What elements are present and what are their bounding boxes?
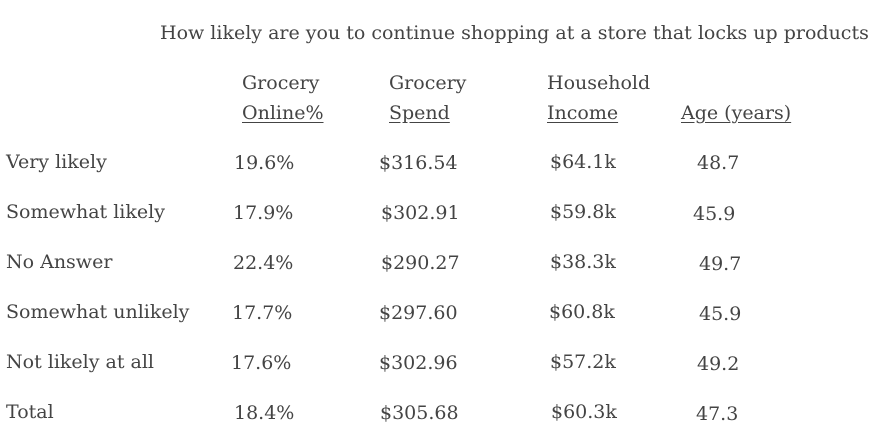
table-cell: $59.8k xyxy=(550,201,616,223)
row-label: Not likely at all xyxy=(6,351,154,373)
table-cell: 47.3 xyxy=(696,403,739,425)
row-label: Somewhat unlikely xyxy=(6,301,190,323)
table-cell: 19.6% xyxy=(234,152,295,174)
column-header-line1: Grocery xyxy=(389,72,467,94)
table-cell: 17.7% xyxy=(232,302,293,324)
table-cell: $305.68 xyxy=(380,402,459,424)
table-cell: 49.7 xyxy=(699,253,742,275)
column-header-grocery-online: Grocery Online% xyxy=(242,68,324,128)
row-label: Somewhat likely xyxy=(6,201,165,223)
table-cell: $297.60 xyxy=(379,302,458,324)
table-cell: 18.4% xyxy=(234,402,295,424)
row-label: Very likely xyxy=(6,151,107,173)
table-cell: $316.54 xyxy=(379,152,458,174)
table-cell: 17.9% xyxy=(233,202,294,224)
table-cell: 45.9 xyxy=(693,203,736,225)
table-cell: $302.91 xyxy=(381,202,460,224)
column-header-line2: Online% xyxy=(242,102,324,124)
table-cell: $38.3k xyxy=(550,251,616,273)
table-cell: 48.7 xyxy=(697,152,740,174)
column-header-line1: Household xyxy=(547,72,651,94)
column-header-line1: Grocery xyxy=(242,72,320,94)
table-title: How likely are you to continue shopping … xyxy=(160,22,869,44)
column-header-line1 xyxy=(681,68,791,98)
column-header-line2: Income xyxy=(547,102,619,124)
column-header-age: Age (years) xyxy=(681,68,791,128)
row-label: Total xyxy=(6,401,54,423)
table-cell: $290.27 xyxy=(381,252,460,274)
table-cell: 17.6% xyxy=(231,352,292,374)
table-cell: 22.4% xyxy=(233,252,294,274)
table-cell: 49.2 xyxy=(697,353,740,375)
table-cell: $60.3k xyxy=(551,401,617,423)
column-header-grocery-spend: Grocery Spend xyxy=(389,68,466,128)
table-cell: $57.2k xyxy=(550,351,616,373)
column-header-household-income: Household Income xyxy=(547,68,650,128)
column-header-line2: Spend xyxy=(389,102,450,124)
table-cell: $64.1k xyxy=(550,151,616,173)
table-cell: $302.96 xyxy=(379,352,458,374)
table-cell: $60.8k xyxy=(549,301,615,323)
row-label: No Answer xyxy=(6,251,113,273)
column-header-line2: Age (years) xyxy=(681,102,792,124)
table-cell: 45.9 xyxy=(699,303,742,325)
